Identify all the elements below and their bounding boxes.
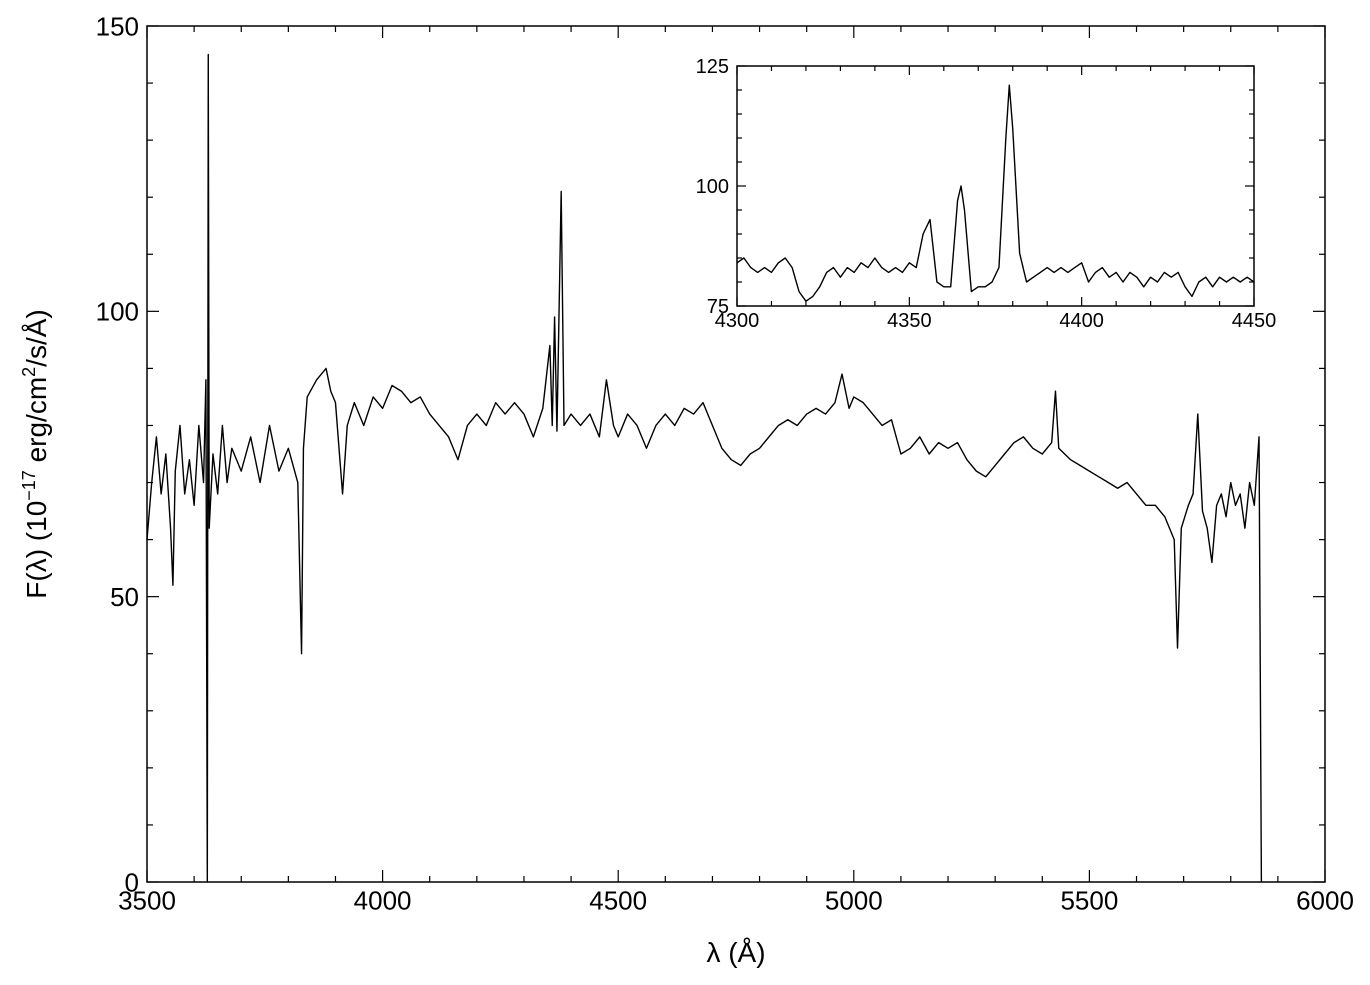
x-axis-label: λ (Å) [706, 937, 765, 968]
plot-frame [736, 65, 1255, 307]
x-tick-label: 4000 [354, 885, 412, 915]
x-tick-label: 3500 [118, 885, 176, 915]
spectrum-line [736, 84, 1255, 302]
y-tick-label: 0 [125, 867, 139, 897]
y-axis-label-part: /s/Å) [21, 309, 52, 367]
y-tick-label: 125 [696, 56, 729, 78]
y-tick-label: 100 [96, 297, 139, 327]
x-tick-label: 5500 [1060, 885, 1118, 915]
y-axis-label-superscript: −17 [19, 470, 39, 501]
y-axis-label: F(λ) (10−17 erg/cm2/s/Å) [19, 309, 52, 598]
y-axis-label-part: F(λ) (10 [21, 501, 52, 599]
y-axis-label-part: erg/cm [21, 377, 52, 470]
y-tick-label: 100 [696, 176, 729, 198]
x-tick-label: 4300 [715, 310, 760, 332]
x-tick-label: 6000 [1296, 885, 1354, 915]
y-tick-label: 50 [110, 582, 139, 612]
x-tick-label: 4350 [887, 310, 932, 332]
x-tick-label: 5000 [825, 885, 883, 915]
spectrum-line [146, 53, 1263, 883]
x-tick-label: 4500 [589, 885, 647, 915]
y-tick-label: 75 [707, 296, 729, 318]
y-axis-label-superscript: 2 [19, 367, 39, 377]
y-tick-label: 150 [96, 11, 139, 41]
x-tick-label: 4400 [1059, 310, 1104, 332]
x-tick-label: 4450 [1232, 310, 1277, 332]
